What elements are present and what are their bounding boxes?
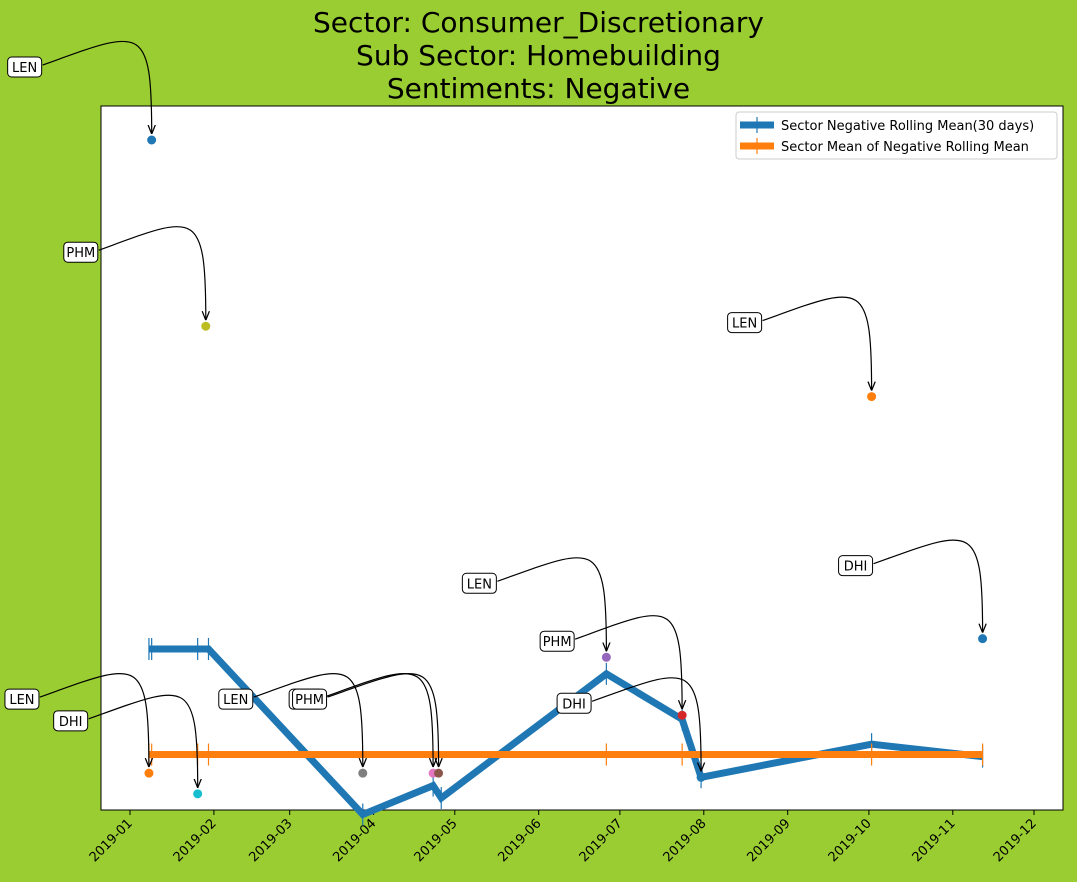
annotation-arrow — [574, 615, 682, 710]
annotation-label: PHM — [295, 693, 324, 708]
annotation-label: PHM — [66, 246, 95, 261]
annotation-label: DHI — [844, 560, 868, 575]
x-tick-label: 2019-11 — [910, 816, 959, 865]
annotation-point — [144, 768, 154, 778]
annotation-arrow — [497, 557, 606, 652]
chart-title-line-1: Sector: Consumer_Discretionary — [313, 6, 764, 39]
annotation-box — [218, 688, 254, 710]
annotation-label: PHM — [543, 635, 572, 650]
annotation-arrow — [327, 672, 439, 767]
annotation-box — [292, 688, 328, 710]
annotations: LENLENDHIPHMLENPHMPHMLENPHMDHILENDHI — [4, 40, 988, 799]
annotation-label: LEN — [467, 577, 492, 592]
annotation-arrow — [873, 539, 983, 633]
annotation-arrow — [42, 40, 152, 134]
annotation-point — [193, 789, 203, 799]
annotation-box — [63, 241, 99, 263]
annotation-box — [539, 630, 575, 652]
annotation-point — [147, 135, 157, 145]
annotation-box — [4, 688, 40, 710]
annotation-point — [867, 392, 877, 402]
annotation-point — [358, 768, 368, 778]
x-tick-label: 2019-03 — [246, 816, 295, 865]
x-tick-label: 2019-06 — [496, 816, 545, 865]
annotation-arrow — [88, 694, 198, 788]
annotation-box — [461, 572, 497, 594]
annotation-point — [978, 634, 988, 644]
x-tick-label: 2019-01 — [87, 816, 136, 865]
x-tick-label: 2019-07 — [577, 816, 626, 865]
x-axis: 2019-01 2019-02 2019-03 2019-04 2019-05 2019-… — [87, 810, 1040, 865]
annotation-arrow — [762, 296, 872, 391]
legend-label: Sector Negative Rolling Mean(30 days) — [781, 119, 1034, 134]
legend-label: Sector Mean of Negative Rolling Mean — [781, 140, 1029, 155]
annotation-label: DHI — [562, 697, 586, 712]
annotation-label: LEN — [223, 693, 248, 708]
annotation-point — [696, 772, 706, 782]
annotation-arrow — [39, 672, 149, 767]
annotation-box — [727, 312, 763, 334]
annotation-point — [434, 768, 444, 778]
x-tick-label: 2019-08 — [661, 816, 710, 865]
annotation-arrow — [253, 672, 363, 767]
x-tick-label: 2019-02 — [171, 816, 220, 865]
chart-title-line-2: Sub Sector: Homebuilding — [356, 39, 721, 72]
x-tick-label: 2019-05 — [412, 816, 461, 865]
annotation-arrow — [323, 672, 433, 767]
annotation-label: LEN — [9, 693, 34, 708]
rolling-mean-line — [148, 645, 983, 819]
x-tick-label: 2019-09 — [745, 816, 794, 865]
annotation-box — [838, 555, 874, 577]
annotation-label: LEN — [732, 317, 757, 332]
annotation-point — [201, 321, 211, 331]
x-tick-label: 2019-12 — [991, 816, 1040, 865]
annotation-arrow — [591, 677, 701, 772]
legend-box — [735, 111, 1058, 160]
annotation-box — [7, 56, 43, 78]
annotation-box — [53, 710, 89, 732]
x-tick-label: 2019-10 — [826, 816, 875, 865]
legend: Sector Negative Rolling Mean(30 days) Sec… — [735, 111, 1058, 160]
annotation-label: DHI — [59, 715, 83, 730]
annotation-point — [601, 652, 611, 662]
annotation-point — [677, 710, 687, 720]
annotation-box — [556, 692, 592, 714]
chart-title-line-3: Sentiments: Negative — [386, 72, 691, 105]
annotation-arrow — [98, 226, 206, 321]
annotation-label: LEN — [12, 61, 37, 76]
x-tick-label: 2019-04 — [330, 816, 379, 865]
